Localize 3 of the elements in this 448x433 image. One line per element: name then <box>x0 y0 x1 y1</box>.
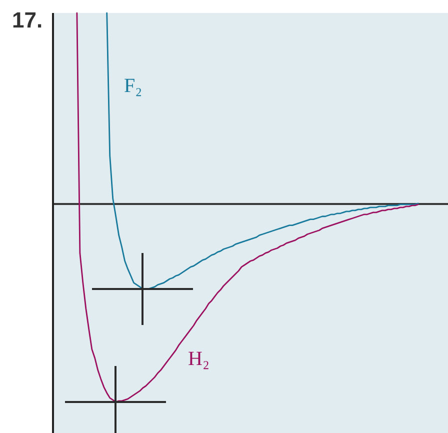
chart-title: 17. <box>12 8 43 32</box>
series-label: H₂ <box>188 348 210 370</box>
series-label: F₂ <box>124 75 142 97</box>
